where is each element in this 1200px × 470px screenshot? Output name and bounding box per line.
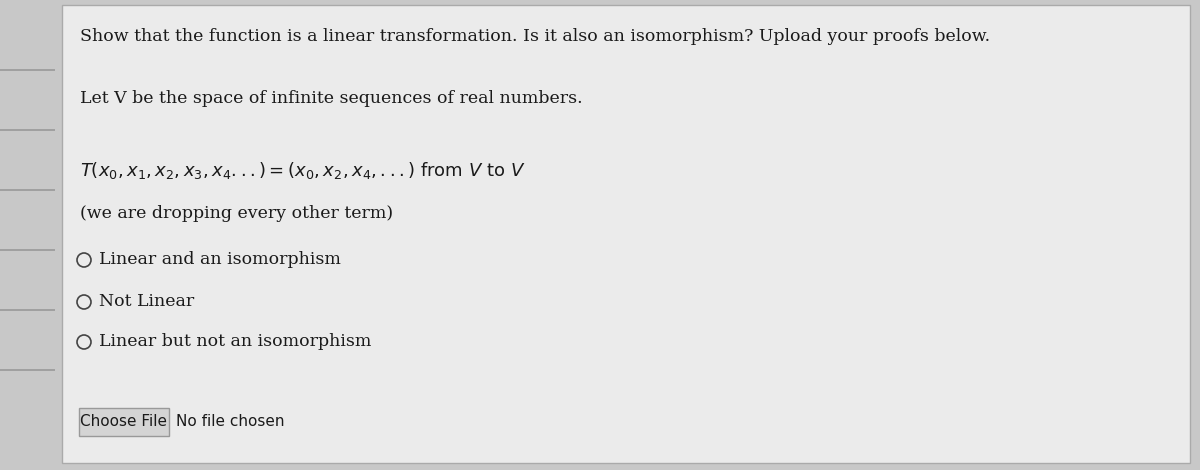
Text: Let V be the space of infinite sequences of real numbers.: Let V be the space of infinite sequences…: [80, 90, 583, 107]
Text: (we are dropping every other term): (we are dropping every other term): [80, 205, 394, 222]
Text: Linear but not an isomorphism: Linear but not an isomorphism: [98, 334, 371, 351]
Text: Show that the function is a linear transformation. Is it also an isomorphism? Up: Show that the function is a linear trans…: [80, 28, 990, 45]
FancyBboxPatch shape: [62, 5, 1190, 463]
Text: No file chosen: No file chosen: [176, 415, 284, 430]
Text: $T(x_0, x_1, x_2, x_3, x_4...) = (x_0, x_2, x_4, ...)$ from $V$ to $V$: $T(x_0, x_1, x_2, x_3, x_4...) = (x_0, x…: [80, 160, 526, 181]
FancyBboxPatch shape: [79, 408, 169, 436]
Text: Linear and an isomorphism: Linear and an isomorphism: [98, 251, 341, 268]
Text: Not Linear: Not Linear: [98, 293, 194, 311]
Text: Choose File: Choose File: [80, 415, 168, 430]
